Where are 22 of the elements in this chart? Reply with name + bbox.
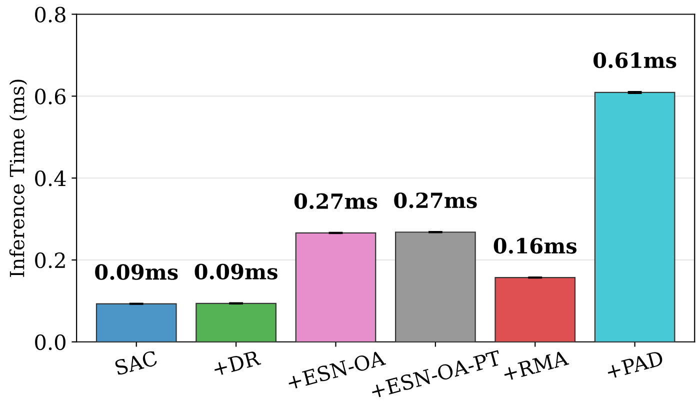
data-label: 0.16ms [494,238,577,254]
bar [594,92,676,342]
bar [395,232,476,342]
data-label: 0.61ms [594,52,676,68]
y-tick-label: 0.4 [35,170,66,186]
bar [96,303,177,342]
y-axis-title: Inference Time (ms) [9,80,28,277]
y-tick-label: 0.0 [35,334,66,350]
y-tick-label: 0.8 [35,6,66,22]
data-label: 0.09ms [194,264,278,280]
bar [295,232,376,342]
x-tick-label: +RMA [502,350,570,382]
bar [196,302,276,342]
bar [494,277,576,342]
y-tick-label: 0.6 [35,88,66,104]
data-label: 0.09ms [95,264,178,280]
y-tick-label: 0.2 [35,252,65,268]
x-tick-label: +DR [212,350,262,376]
data-label: 0.27ms [394,192,477,208]
x-tick-label: +PAD [606,350,664,380]
x-tick-label: SAC [114,350,158,376]
data-label: 0.27ms [294,193,378,210]
